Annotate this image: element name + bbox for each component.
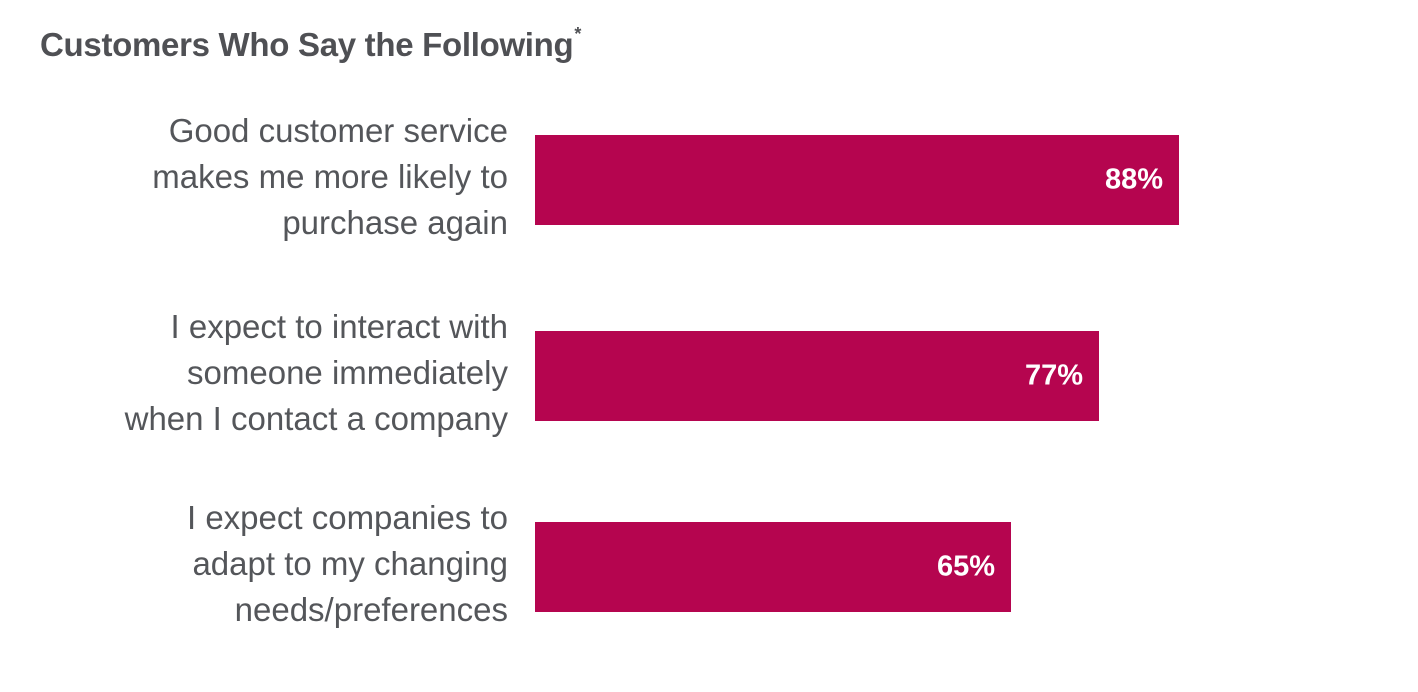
category-label: I expect to interact with someone immedia… — [8, 304, 508, 442]
category-label-line: I expect companies to — [186, 499, 508, 536]
bar-value-label: 77% — [1024, 359, 1083, 392]
category-label: Good customer service makes me more likel… — [8, 108, 508, 246]
category-label-line: makes me more likely to — [152, 158, 508, 195]
category-label-line: needs/preferences — [234, 591, 508, 628]
bar: 88% — [535, 135, 1179, 225]
category-label-line: purchase again — [282, 204, 508, 241]
bar: 65% — [535, 522, 1011, 612]
bar: 77% — [535, 331, 1099, 421]
chart-title-asterisk: * — [574, 24, 582, 44]
chart-title: Customers Who Say the Following* — [40, 24, 582, 64]
bar-value-label: 65% — [936, 550, 995, 583]
category-label-line: adapt to my changing — [192, 545, 508, 582]
category-label-line: someone immediately — [187, 354, 508, 391]
chart-title-text: Customers Who Say the Following — [40, 26, 574, 63]
category-label-line: I expect to interact with — [170, 308, 509, 345]
category-label-line: Good customer service — [168, 112, 508, 149]
category-label-line: when I contact a company — [124, 400, 508, 437]
category-label: I expect companies to adapt to my changin… — [8, 495, 508, 633]
bar-value-label: 88% — [1104, 163, 1163, 196]
